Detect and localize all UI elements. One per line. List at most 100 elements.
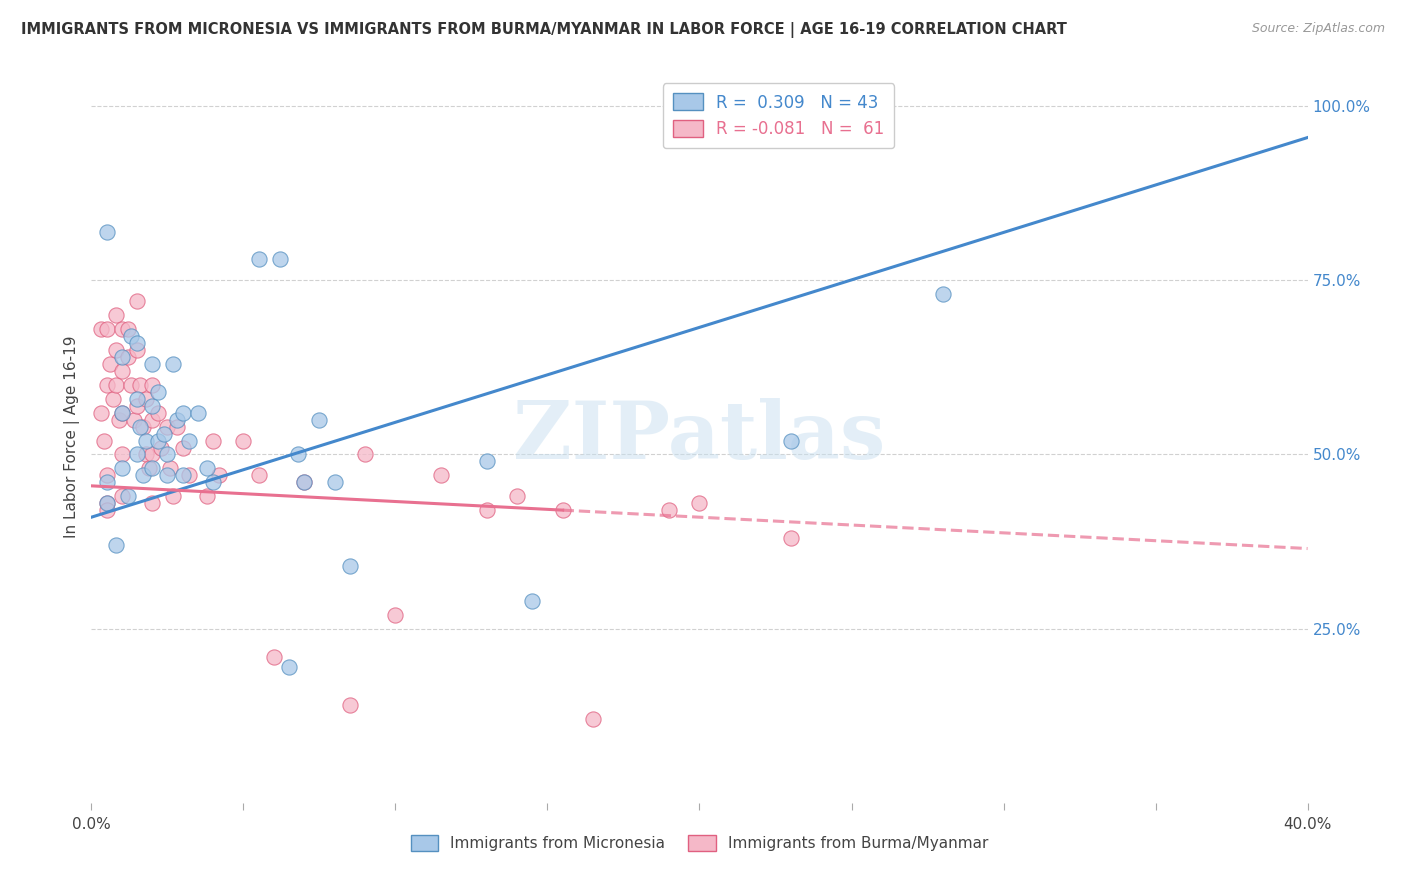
Point: [148, 434, 170, 448]
Point: [125, 399, 148, 413]
Point: [430, 468, 453, 483]
Point: [931, 287, 953, 301]
Point: [117, 350, 139, 364]
Point: [117, 322, 139, 336]
Point: [125, 448, 148, 462]
Point: [96, 377, 118, 392]
Point: [339, 698, 361, 713]
Point: [172, 468, 194, 483]
Point: [287, 448, 309, 462]
Point: [278, 660, 301, 674]
Point: [150, 441, 173, 455]
Y-axis label: In Labor Force | Age 16-19: In Labor Force | Age 16-19: [65, 335, 80, 539]
Point: [159, 461, 181, 475]
Point: [148, 406, 170, 420]
Point: [172, 406, 194, 420]
Point: [172, 441, 194, 455]
Point: [96, 496, 118, 510]
Point: [522, 594, 544, 608]
Point: [247, 252, 270, 267]
Point: [323, 475, 346, 490]
Point: [93, 434, 115, 448]
Point: [104, 538, 127, 552]
Point: [263, 649, 285, 664]
Text: Source: ZipAtlas.com: Source: ZipAtlas.com: [1251, 22, 1385, 36]
Point: [125, 343, 148, 357]
Point: [132, 419, 155, 434]
Point: [125, 392, 148, 406]
Point: [582, 712, 605, 726]
Point: [129, 419, 152, 434]
Point: [292, 475, 315, 490]
Point: [117, 489, 139, 503]
Point: [138, 461, 160, 475]
Point: [96, 468, 118, 483]
Point: [162, 357, 184, 371]
Point: [208, 468, 231, 483]
Point: [96, 322, 118, 336]
Point: [96, 475, 118, 490]
Point: [166, 412, 188, 426]
Point: [135, 448, 157, 462]
Point: [779, 531, 801, 545]
Point: [339, 558, 361, 573]
Point: [141, 461, 163, 475]
Point: [125, 336, 148, 351]
Legend: Immigrants from Micronesia, Immigrants from Burma/Myanmar: Immigrants from Micronesia, Immigrants f…: [405, 830, 994, 857]
Point: [156, 448, 179, 462]
Point: [111, 461, 134, 475]
Point: [96, 503, 118, 517]
Point: [475, 503, 498, 517]
Point: [779, 434, 801, 448]
Point: [195, 489, 218, 503]
Point: [135, 434, 157, 448]
Point: [132, 468, 155, 483]
Point: [153, 426, 176, 441]
Point: [107, 412, 129, 426]
Point: [141, 357, 163, 371]
Point: [141, 399, 163, 413]
Point: [104, 377, 127, 392]
Point: [177, 434, 200, 448]
Point: [89, 406, 111, 420]
Point: [111, 489, 134, 503]
Point: [166, 419, 188, 434]
Point: [308, 412, 330, 426]
Point: [658, 503, 681, 517]
Point: [111, 364, 134, 378]
Point: [122, 412, 145, 426]
Point: [475, 454, 498, 468]
Point: [202, 434, 225, 448]
Point: [292, 475, 315, 490]
Point: [141, 448, 163, 462]
Point: [187, 406, 209, 420]
Point: [96, 496, 118, 510]
Point: [148, 384, 170, 399]
Point: [141, 496, 163, 510]
Point: [111, 448, 134, 462]
Point: [384, 607, 406, 622]
Point: [111, 406, 134, 420]
Point: [551, 503, 574, 517]
Point: [141, 412, 163, 426]
Point: [111, 322, 134, 336]
Point: [202, 475, 225, 490]
Point: [111, 406, 134, 420]
Point: [101, 392, 124, 406]
Point: [89, 322, 111, 336]
Point: [96, 225, 118, 239]
Point: [125, 294, 148, 309]
Point: [120, 377, 142, 392]
Point: [162, 489, 184, 503]
Point: [269, 252, 291, 267]
Point: [156, 468, 179, 483]
Point: [232, 434, 254, 448]
Point: [354, 448, 377, 462]
Point: [688, 496, 710, 510]
Point: [177, 468, 200, 483]
Point: [98, 357, 121, 371]
Point: [135, 392, 157, 406]
Point: [104, 343, 127, 357]
Point: [156, 419, 179, 434]
Point: [247, 468, 270, 483]
